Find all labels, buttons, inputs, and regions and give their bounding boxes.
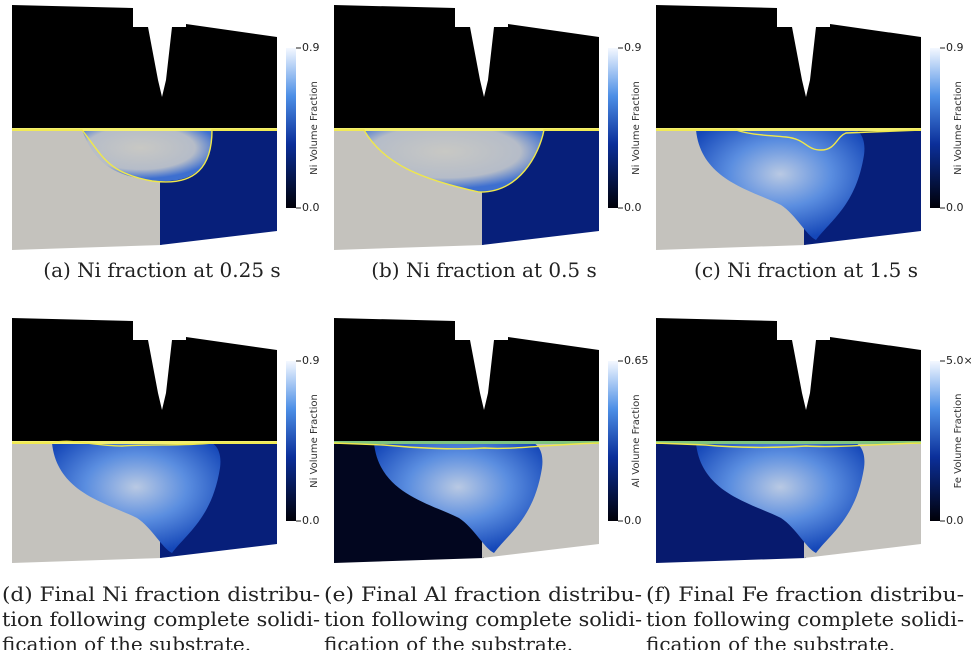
panel: 0.9 0.0 Ni Volume Fraction: [334, 5, 642, 250]
colorbar-title: Ni Volume Fraction: [953, 81, 964, 175]
colorbar-max-label: 0.9: [624, 41, 642, 54]
caption: (e) Final Al fraction distribu-: [324, 582, 642, 606]
caption: (d) Final Ni fraction distribu-: [2, 582, 320, 606]
colorbar-title: Al Volume Fraction: [631, 394, 642, 487]
caption: fication of the substrate.: [324, 632, 573, 650]
interface-band: [656, 441, 921, 444]
panel: 0.65 0.0 Al Volume Fraction: [333, 318, 649, 563]
colorbar-title: Ni Volume Fraction: [309, 394, 320, 488]
simulation-image: [655, 318, 922, 563]
colorbar-min-label: 0.0: [624, 201, 642, 214]
simulation-image: [12, 318, 277, 563]
colorbar-max-label: 5.0×10⁻²: [946, 354, 971, 367]
simulation-image: [333, 318, 600, 563]
shield-region: [334, 318, 599, 443]
shield-region: [12, 5, 277, 130]
caption: (a) Ni fraction at 0.25 s: [43, 258, 280, 282]
melt-pool: [696, 443, 865, 553]
interface-band: [12, 441, 277, 444]
colorbar: 0.9 0.0 Ni Volume Fraction: [286, 41, 320, 214]
caption: fication of the substrate.: [2, 632, 251, 650]
colorbar-title: Fe Volume Fraction: [953, 394, 964, 489]
interface-line: [656, 129, 922, 151]
interface-band: [656, 128, 921, 131]
interface-band: [12, 128, 277, 131]
caption: tion following complete solidi-: [2, 607, 320, 631]
colorbar-scale: [286, 361, 296, 521]
caption: (b) Ni fraction at 0.5 s: [371, 258, 597, 282]
colorbar-scale: [608, 48, 618, 208]
panel: 0.9 0.0 Ni Volume Fraction: [12, 318, 320, 563]
melt-pool: [364, 130, 544, 193]
melt-pool: [374, 443, 543, 553]
shield-region: [334, 5, 599, 130]
colorbar: 0.65 0.0 Al Volume Fraction: [608, 354, 649, 527]
panel: 5.0×10⁻² 0.0 Fe Volume Fraction: [655, 318, 971, 563]
colorbar: 0.9 0.0 Ni Volume Fraction: [608, 41, 642, 214]
colorbar-scale: [930, 361, 940, 521]
caption: tion following complete solidi-: [324, 607, 642, 631]
interface-line: [334, 129, 599, 193]
colorbar: 0.9 0.0 Ni Volume Fraction: [930, 41, 964, 214]
colorbar-min-label: 0.0: [302, 201, 320, 214]
simulation-image: [656, 5, 922, 250]
colorbar-title: Ni Volume Fraction: [309, 81, 320, 175]
colorbar-max-label: 0.65: [624, 354, 649, 367]
colorbar-max-label: 0.9: [946, 41, 964, 54]
interface-line: [655, 442, 922, 449]
caption: fication of the substrate.: [646, 632, 895, 650]
interface-band: [334, 441, 599, 444]
melt-pool: [82, 130, 212, 182]
simulation-image: [334, 5, 599, 250]
interface-line: [333, 442, 600, 450]
simulation-image: [12, 5, 277, 250]
colorbar-min-label: 0.0: [624, 514, 642, 527]
shield-region: [656, 5, 921, 130]
shield-region: [12, 318, 277, 443]
melt-pool: [696, 130, 865, 240]
colorbar-scale: [608, 361, 618, 521]
interface-line: [12, 129, 277, 183]
colorbar: 5.0×10⁻² 0.0 Fe Volume Fraction: [930, 354, 971, 527]
panel: 0.9 0.0 Ni Volume Fraction: [656, 5, 964, 250]
melt-pool: [52, 443, 221, 553]
interface-line: [12, 440, 277, 447]
colorbar-max-label: 0.9: [302, 41, 320, 54]
interface-band: [334, 128, 599, 131]
colorbar-scale: [930, 48, 940, 208]
colorbar-title: Ni Volume Fraction: [631, 81, 642, 175]
caption: (f) Final Fe fraction distribu-: [646, 582, 964, 606]
caption: tion following complete solidi-: [646, 607, 964, 631]
colorbar-min-label: 0.0: [946, 514, 964, 527]
colorbar: 0.9 0.0 Ni Volume Fraction: [286, 354, 320, 527]
panel: 0.9 0.0 Ni Volume Fraction: [12, 5, 320, 250]
colorbar-scale: [286, 48, 296, 208]
caption: (c) Ni fraction at 1.5 s: [694, 258, 918, 282]
colorbar-min-label: 0.0: [302, 514, 320, 527]
colorbar-min-label: 0.0: [946, 201, 964, 214]
shield-region: [656, 318, 921, 443]
colorbar-max-label: 0.9: [302, 354, 320, 367]
